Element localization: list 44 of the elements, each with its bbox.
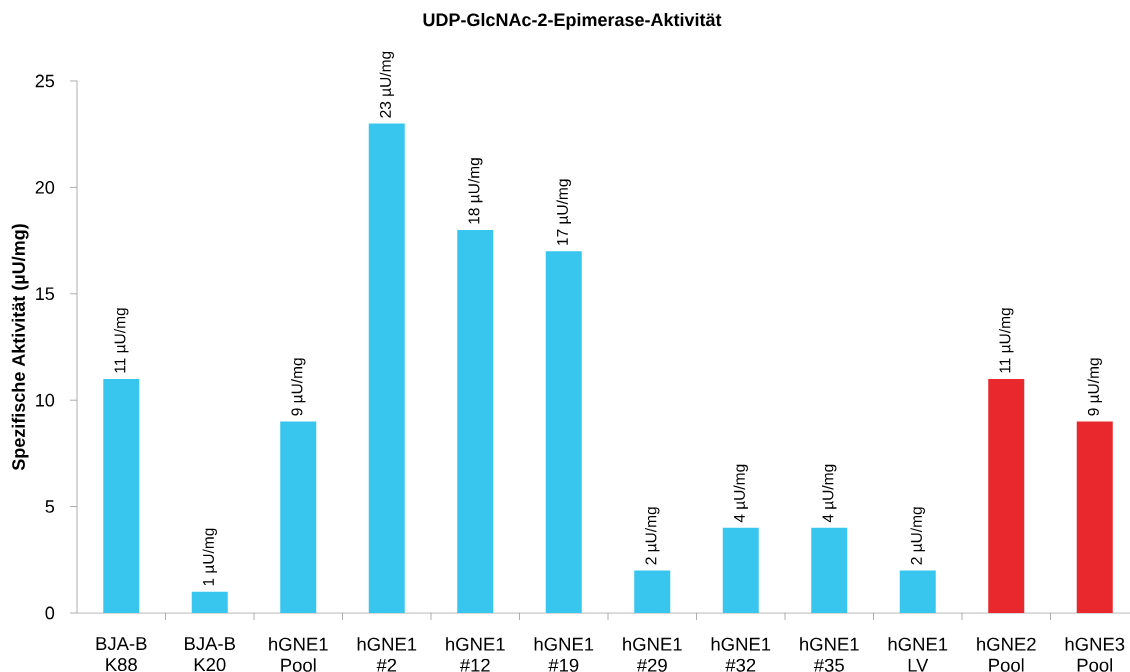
data-label: 9 µU/mg	[1087, 358, 1102, 416]
data-label: 4 µU/mg	[733, 464, 748, 523]
x-tick-label: hGNE1 LV	[888, 637, 948, 672]
data-label: 9 µU/mg	[291, 358, 306, 416]
bar	[722, 527, 759, 613]
y-tick-label: 15	[36, 287, 55, 301]
y-tick-label: 10	[36, 393, 55, 407]
bar	[280, 421, 317, 613]
x-tick-label: BJA-B K88	[96, 637, 147, 672]
bar	[545, 251, 582, 613]
x-tick-label: hGNE1 #19	[534, 637, 594, 672]
x-tick-label: hGNE3 Pool	[1065, 637, 1125, 672]
x-tick-label: hGNE1 #2	[357, 637, 417, 672]
data-label: 17 µU/mg	[556, 179, 571, 245]
y-tick-label: 25	[35, 74, 55, 88]
x-tick-label: hGNE1 #32	[711, 637, 771, 672]
data-label: 11 µU/mg	[114, 308, 129, 373]
x-tick-label: hGNE1 #12	[446, 637, 505, 672]
data-label: 18 µU/mg	[468, 158, 483, 224]
bar	[1076, 421, 1113, 613]
data-label: 2 µU/mg	[910, 507, 925, 565]
x-tick-label: hGNE1 #29	[623, 637, 682, 672]
bar	[191, 591, 228, 613]
bar	[634, 570, 671, 613]
data-label: 2 µU/mg	[645, 507, 660, 565]
chart-title: UDP-GlcNAc-2-Epimerase-Aktivität	[423, 12, 722, 30]
bar	[368, 123, 405, 613]
bar	[103, 378, 140, 613]
data-label: 1 µU/mg	[202, 528, 217, 586]
x-tick-label: BJA-B K20	[185, 637, 235, 672]
data-label: 11 µU/mg	[999, 308, 1014, 373]
y-tick-label: 0	[45, 606, 55, 620]
y-tick-label: 20	[35, 181, 55, 194]
data-label: 4 µU/mg	[822, 464, 837, 523]
bar	[988, 378, 1025, 613]
bar	[899, 570, 936, 613]
x-tick-label: hGNE1 Pool	[269, 637, 328, 672]
y-axis-title: Spezifische Aktivität (µU/mg)	[11, 224, 29, 471]
bar	[457, 229, 494, 613]
x-tick-label: hGNE2 Pool	[977, 637, 1036, 672]
data-label: 23 µU/mg	[379, 51, 394, 118]
bar	[811, 527, 848, 613]
x-tick-label: hGNE1 #35	[800, 637, 859, 672]
y-tick-label: 5	[45, 500, 55, 513]
